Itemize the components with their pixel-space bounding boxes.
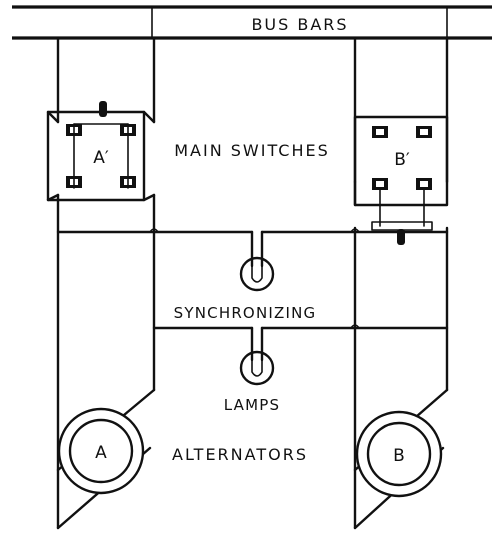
switch-handle-icon	[99, 101, 107, 117]
alternator-b: B	[353, 388, 449, 530]
lamps-label: LAMPS	[224, 396, 280, 414]
lower-synchronizing-wire	[152, 324, 449, 362]
switch-a-label: A′	[93, 148, 109, 168]
upper-synchronizing-wire	[56, 228, 449, 268]
bus-bars-label: BUS BARS	[251, 15, 348, 34]
alternator-a-label: A	[95, 443, 107, 463]
lamp-upper-icon	[239, 256, 275, 292]
synchronizing-label: SYNCHRONIZING	[174, 304, 317, 322]
alternator-b-label: B	[393, 446, 405, 466]
main-switches-label: MAIN SWITCHES	[174, 141, 330, 160]
main-switch-b: B′	[353, 115, 449, 245]
alternator-a: A	[56, 388, 156, 530]
lamp-lower-icon	[239, 350, 275, 386]
main-switch-a: A′	[46, 101, 156, 202]
switch-b-label: B′	[394, 150, 410, 170]
bus-bars: BUS BARS	[12, 5, 492, 40]
alternators-label: ALTERNATORS	[172, 445, 308, 464]
